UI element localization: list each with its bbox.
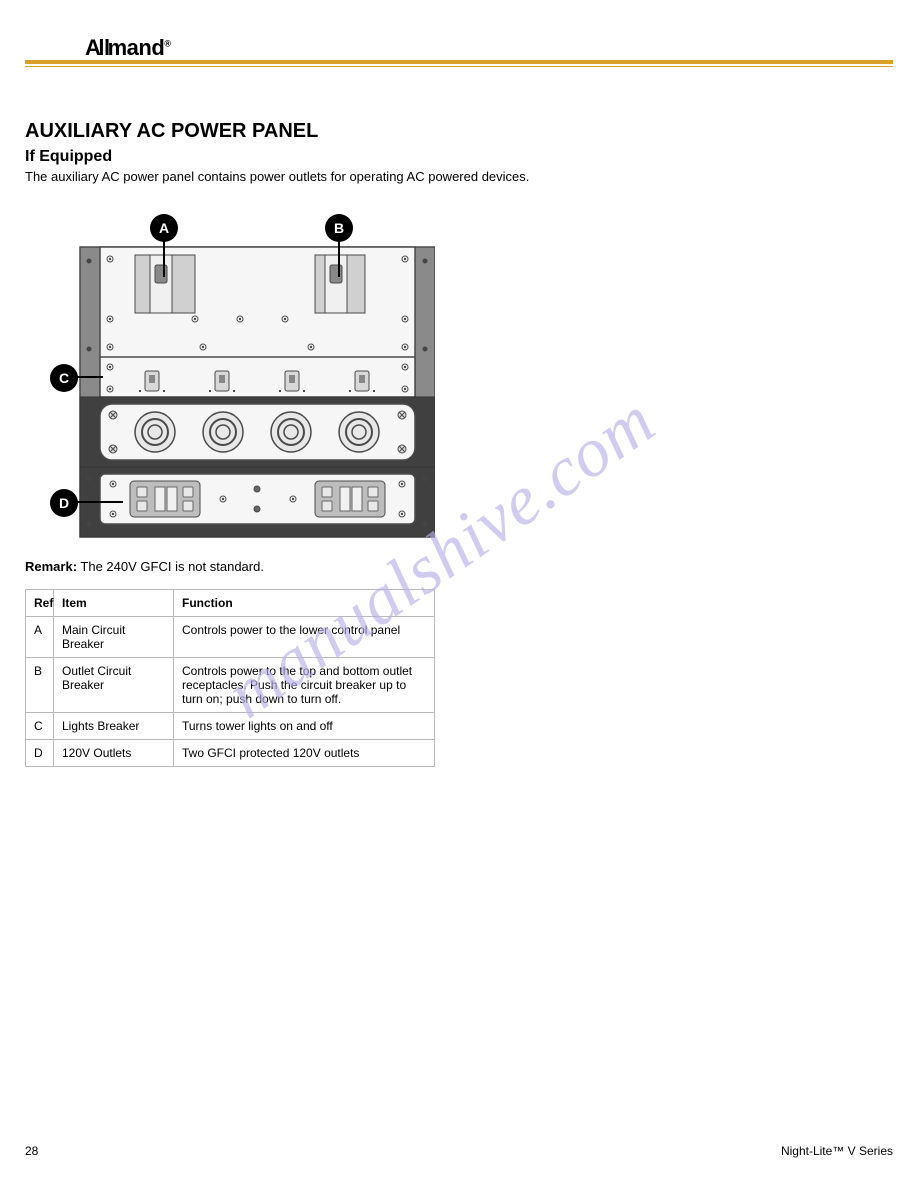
header-item: Item: [54, 590, 174, 617]
section-heading: AUXILIARY AC POWER PANEL: [25, 120, 893, 143]
table-header-row: Ref Item Function: [26, 590, 435, 617]
legend-table: Ref Item Function A Main Circuit Breaker…: [25, 589, 435, 767]
power-panel-diagram: A B C D: [25, 199, 435, 539]
header-rule-thin: [25, 66, 893, 67]
brand-logo: Allmand®: [85, 35, 171, 61]
callout-d: D: [50, 489, 78, 517]
page-footer: 28 Night-Lite™ V Series: [25, 1144, 893, 1158]
header-ref: Ref: [26, 590, 54, 617]
table-row: A Main Circuit Breaker Controls power to…: [26, 617, 435, 658]
header-rule-thick: [25, 60, 893, 64]
callout-b: B: [325, 214, 353, 242]
page-number: 28: [25, 1144, 38, 1158]
header-function: Function: [174, 590, 435, 617]
table-row: B Outlet Circuit Breaker Controls power …: [26, 658, 435, 713]
section-body-2: Remark: The 240V GFCI is not standard.: [25, 559, 893, 574]
callout-line: [73, 501, 123, 503]
callout-line: [163, 237, 165, 277]
callout-line: [338, 237, 340, 277]
section-body-1: The auxiliary AC power panel contains po…: [25, 169, 893, 184]
section-subheading: If Equipped: [25, 148, 893, 166]
panel-svg: [25, 199, 435, 539]
table-row: D 120V Outlets Two GFCI protected 120V o…: [26, 740, 435, 767]
table-row: C Lights Breaker Turns tower lights on a…: [26, 713, 435, 740]
product-name: Night-Lite™ V Series: [781, 1144, 893, 1158]
callout-c: C: [50, 364, 78, 392]
callout-a: A: [150, 214, 178, 242]
